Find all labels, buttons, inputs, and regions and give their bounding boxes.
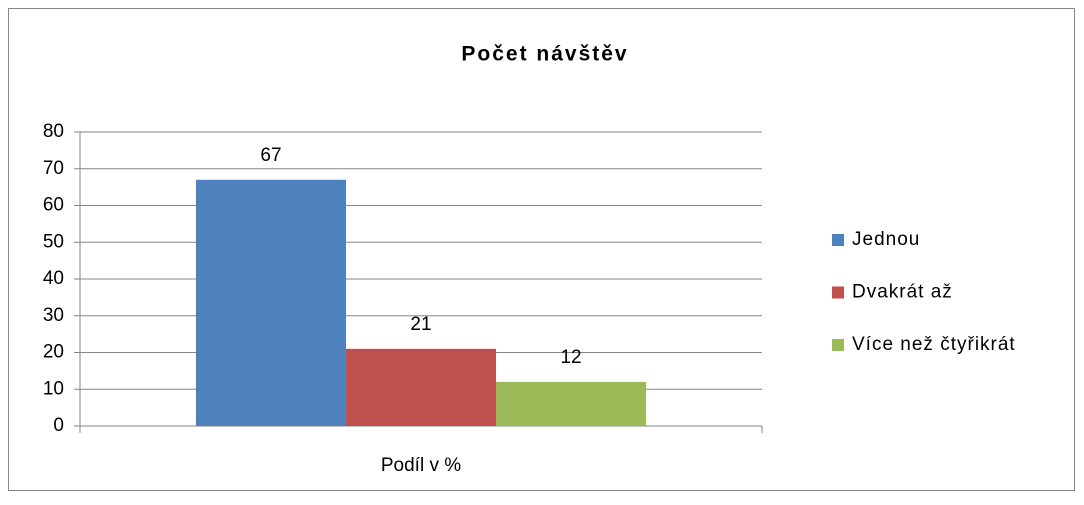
data-label: 12 <box>560 347 581 368</box>
y-tick-label: 60 <box>43 195 64 216</box>
y-tick-label: 40 <box>43 268 64 289</box>
y-tick-label: 10 <box>43 378 64 399</box>
bar <box>345 348 497 426</box>
y-tick-label: 30 <box>43 305 64 326</box>
y-tick-label: 70 <box>43 158 64 179</box>
y-tick-label: 0 <box>53 415 64 436</box>
y-tick-label: 20 <box>43 342 64 363</box>
legend-label: Dvakrát až <box>852 282 953 303</box>
legend-swatch <box>832 234 844 246</box>
legend-swatch <box>832 339 844 351</box>
y-tick-label: 50 <box>43 231 64 252</box>
legend-label: Více než čtyřikrát <box>852 334 1016 355</box>
legend-label: Jednou <box>852 229 920 250</box>
bar <box>496 381 647 426</box>
chart-title: Počet návštěv <box>461 43 628 66</box>
x-tick-label: Podíl v % <box>381 455 461 476</box>
y-tick-label: 80 <box>43 121 64 142</box>
data-label: 67 <box>260 145 281 166</box>
legend-swatch <box>832 286 844 299</box>
bar <box>195 179 346 426</box>
data-label: 21 <box>410 314 431 335</box>
